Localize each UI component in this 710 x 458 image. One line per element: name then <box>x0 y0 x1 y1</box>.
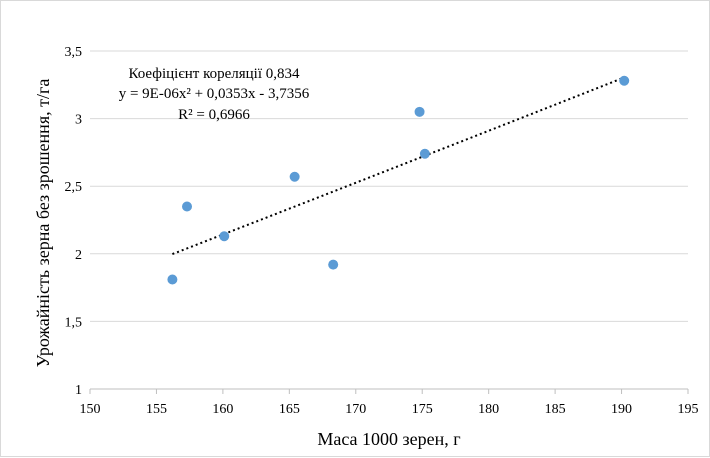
y-tick-label: 2 <box>75 248 82 263</box>
data-points <box>167 75 630 285</box>
y-tick-label: 3,5 <box>65 45 83 60</box>
x-tick-label: 175 <box>412 402 433 417</box>
trendline <box>172 76 625 256</box>
annotation-r-squared: R² = 0,6966 <box>178 107 250 123</box>
y-axis-title: Урожайність зерна без зрошення, т/га <box>33 79 53 368</box>
data-point <box>328 259 339 270</box>
annotation-correlation: Коефіцієнт кореляції 0,834 <box>128 66 300 82</box>
x-axis-title: Маса 1000 зерен, г <box>317 429 460 449</box>
data-point <box>289 171 300 182</box>
y-tick-label: 3 <box>75 113 82 128</box>
x-tick-label: 155 <box>146 402 167 417</box>
y-tick-label: 1 <box>75 383 82 398</box>
data-point <box>167 274 178 285</box>
x-tick-label: 165 <box>279 402 300 417</box>
x-tick-label: 185 <box>545 402 566 417</box>
data-point <box>182 201 193 212</box>
gridlines <box>90 50 688 322</box>
data-point <box>619 75 630 86</box>
x-tick-label: 195 <box>678 402 699 417</box>
x-tick-label: 180 <box>478 402 499 417</box>
axes <box>89 388 689 394</box>
x-tick-label: 190 <box>611 402 632 417</box>
y-tick-label: 1,5 <box>65 315 83 330</box>
x-tick-label: 150 <box>80 402 101 417</box>
data-point <box>414 106 425 117</box>
x-tick-label: 170 <box>345 402 366 417</box>
x-tick-labels: 150 155 160 165 170 175 180 185 190 195 <box>80 402 699 417</box>
y-tick-label: 2,5 <box>65 180 83 195</box>
y-tick-labels: 1 1,5 2 2,5 3 3,5 <box>65 45 83 398</box>
data-point <box>219 231 230 242</box>
annotation-equation: y = 9E-06x² + 0,0353x - 3,7356 <box>119 86 310 102</box>
trendline-path <box>172 76 625 256</box>
data-point <box>419 148 430 159</box>
x-tick-label: 160 <box>212 402 233 417</box>
